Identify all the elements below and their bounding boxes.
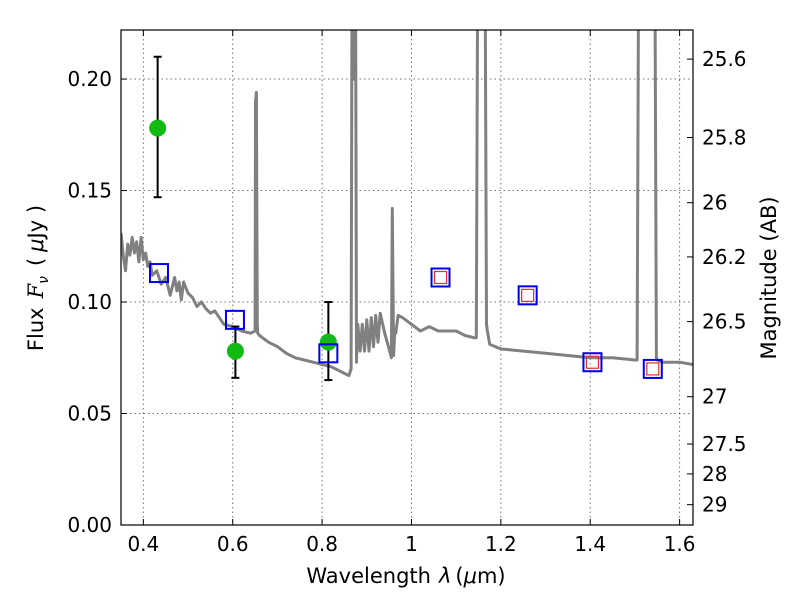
y2-tick-label-3: 26.2 xyxy=(702,245,747,269)
y2-tick-label-4: 26.5 xyxy=(702,310,747,334)
filter-photometry-point-2 xyxy=(585,355,600,369)
y2-tick-label-2: 26 xyxy=(702,191,727,215)
y2-tick-label-1: 25.8 xyxy=(702,125,747,149)
x-tick-label-4: 1.2 xyxy=(485,532,517,556)
y2-tick-label-5: 27 xyxy=(702,385,727,409)
x-tick-label-2: 0.8 xyxy=(306,532,338,556)
x-tick-label-5: 1.4 xyxy=(574,532,606,556)
y-axis-ticks: 0.00 0.05 0.10 0.15 0.20 xyxy=(67,67,127,537)
x-tick-label-3: 1 xyxy=(405,532,418,556)
y-axis-title: FluxFν(μJy ) xyxy=(24,205,52,351)
model-photometry-point-5 xyxy=(582,352,603,373)
y2-axis-ticks: 25.6 25.8 26 26.2 26.5 27 27.5 28 29 xyxy=(687,47,747,517)
y-tick-label-3: 0.15 xyxy=(67,179,112,203)
x-tick-label-0: 0.4 xyxy=(127,532,159,556)
x-tick-label-1: 0.6 xyxy=(217,532,249,556)
model-photometry-point-0 xyxy=(148,263,169,284)
filter-photometry-point-1 xyxy=(521,288,535,302)
model-photometry-point-6 xyxy=(642,358,663,379)
y2-tick-label-8: 29 xyxy=(702,493,727,517)
filter-photometry-group xyxy=(433,270,660,376)
model-spectrum-line xyxy=(121,30,693,378)
observed-point-2 xyxy=(319,333,337,351)
x-tick-label-6: 1.6 xyxy=(664,532,696,556)
y-tick-label-4: 0.20 xyxy=(67,67,112,91)
filter-photometry-point-0 xyxy=(433,270,448,285)
model-photometry-point-1 xyxy=(224,309,245,330)
y2-axis-title: Magnitude (AB) xyxy=(757,196,781,359)
y2-tick-label-7: 28 xyxy=(702,462,727,486)
model-spectrum-group xyxy=(121,30,693,378)
x-axis-ticks: 0.4 0.6 0.8 1 1.2 1.4 1.6 xyxy=(127,30,696,556)
model-photometry-point-2 xyxy=(318,343,339,364)
plot-frame xyxy=(120,29,694,526)
filter-photometry-point-3 xyxy=(646,362,660,376)
y-tick-label-2: 0.10 xyxy=(67,290,112,314)
observed-point-0 xyxy=(149,119,167,137)
model-photometry-point-4 xyxy=(517,285,538,306)
y-tick-label-0: 0.00 xyxy=(67,513,112,537)
observed-point-1 xyxy=(226,342,244,360)
model-photometry-group xyxy=(148,263,663,379)
y-tick-label-1: 0.05 xyxy=(67,402,112,426)
model-photometry-point-3 xyxy=(430,267,451,288)
y2-tick-label-0: 25.6 xyxy=(702,47,747,71)
observed-points-group xyxy=(149,119,337,360)
y2-tick-label-6: 27.5 xyxy=(702,432,747,456)
x-axis-title: Wavelength λ (μm) xyxy=(306,564,505,588)
